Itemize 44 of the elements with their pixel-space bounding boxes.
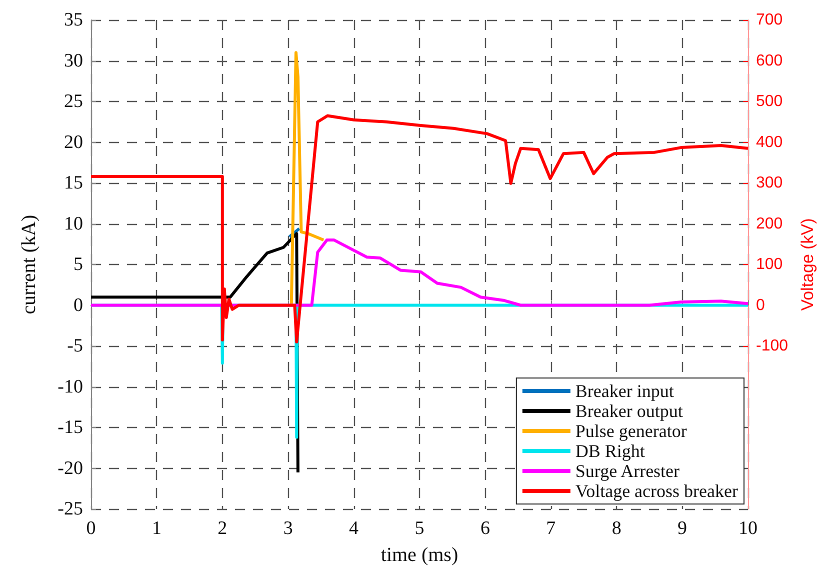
- y2-tick-label: 200: [756, 215, 783, 232]
- x-tick-label: 5: [414, 518, 424, 539]
- y-tick-label: 35: [64, 10, 83, 30]
- y-tick-label: -5: [67, 336, 83, 356]
- y-tick-label: 25: [64, 91, 83, 112]
- y-tick-label: -15: [58, 417, 83, 438]
- x-tick-label: 7: [546, 518, 556, 539]
- y2-tick-label: 400: [756, 134, 783, 151]
- line-series: [290, 51, 326, 307]
- y-tick-label: -25: [58, 498, 83, 520]
- line-series: [90, 238, 750, 307]
- x-tick-label: 6: [480, 518, 490, 539]
- x-tick-label: 2: [218, 518, 228, 539]
- x-tick-label: 8: [612, 518, 622, 539]
- legend-label: DB Right: [575, 441, 645, 461]
- x-tick-label: 9: [678, 518, 688, 539]
- y-tick-label: 15: [64, 172, 83, 194]
- y2-axis-title: Voltage (kV): [798, 218, 817, 311]
- x-tick-label: 1: [152, 518, 162, 539]
- y2-tick-label: 700: [756, 12, 783, 28]
- x-tick-label: 10: [738, 518, 758, 539]
- legend-label: Breaker input: [575, 381, 674, 401]
- x-axis-title: time (ms): [380, 544, 458, 566]
- y2-tick-label: -100: [756, 338, 788, 354]
- y2-tick-label: 500: [756, 93, 783, 110]
- y-axis-title: current (kA): [18, 214, 40, 314]
- y-tick-label: -10: [58, 376, 83, 398]
- legend-label: Surge Arrester: [575, 461, 680, 481]
- y-tick-label: 20: [64, 132, 83, 153]
- legend-label: Breaker output: [575, 401, 683, 421]
- y-tick-label: -20: [58, 458, 83, 479]
- legend-label: Pulse generator: [575, 421, 687, 441]
- y-tick-label: 10: [64, 213, 83, 234]
- y2-tick-label: 100: [756, 256, 783, 273]
- legend-label: Voltage across breaker: [575, 481, 738, 501]
- y2-tick-label: 600: [756, 52, 783, 70]
- y-tick-label: 30: [64, 50, 83, 72]
- x-tick-label: 3: [283, 518, 293, 539]
- y-tick-label: 0: [74, 294, 83, 316]
- line-series: [90, 114, 750, 344]
- x-tick-label: 4: [349, 518, 360, 539]
- y-tick-label: 5: [74, 254, 83, 275]
- y2-tick-label: 300: [756, 174, 783, 192]
- y2-tick-label: 0: [756, 296, 765, 314]
